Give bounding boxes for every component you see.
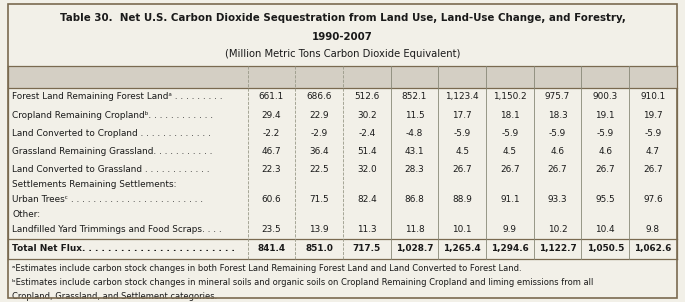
Text: 1,028.7: 1,028.7 xyxy=(396,244,433,253)
Text: 2005: 2005 xyxy=(544,72,571,82)
Text: 717.5: 717.5 xyxy=(353,244,381,253)
Text: 51.4: 51.4 xyxy=(357,147,377,156)
Text: 10.1: 10.1 xyxy=(452,225,472,234)
Text: 11.5: 11.5 xyxy=(405,111,424,120)
Text: 1,150.2: 1,150.2 xyxy=(493,92,527,101)
Text: 852.1: 852.1 xyxy=(402,92,427,101)
Text: -5.9: -5.9 xyxy=(597,129,614,138)
Text: 93.3: 93.3 xyxy=(548,195,567,204)
Text: 1,062.6: 1,062.6 xyxy=(634,244,671,253)
Text: 32.0: 32.0 xyxy=(357,165,377,174)
Text: 661.1: 661.1 xyxy=(259,92,284,101)
Text: 36.4: 36.4 xyxy=(310,147,329,156)
Text: 1990: 1990 xyxy=(258,72,285,82)
Text: 28.3: 28.3 xyxy=(405,165,424,174)
Text: 9.8: 9.8 xyxy=(646,225,660,234)
Text: Land Converted to Cropland . . . . . . . . . . . . .: Land Converted to Cropland . . . . . . .… xyxy=(12,129,211,138)
Text: 23.5: 23.5 xyxy=(262,225,282,234)
Text: 26.7: 26.7 xyxy=(452,165,472,174)
Text: 18.1: 18.1 xyxy=(500,111,520,120)
Text: 975.7: 975.7 xyxy=(545,92,570,101)
Text: 2003: 2003 xyxy=(449,72,476,82)
Text: 2004: 2004 xyxy=(496,72,524,82)
Text: 11.3: 11.3 xyxy=(357,225,377,234)
Text: 1,050.5: 1,050.5 xyxy=(586,244,624,253)
Text: 4.6: 4.6 xyxy=(598,147,612,156)
Text: 19.7: 19.7 xyxy=(643,111,663,120)
Text: 19.1: 19.1 xyxy=(595,111,615,120)
Text: -5.9: -5.9 xyxy=(645,129,662,138)
Text: Other:: Other: xyxy=(12,210,40,219)
Text: -5.9: -5.9 xyxy=(453,129,471,138)
Text: 1,265.4: 1,265.4 xyxy=(443,244,481,253)
Text: 95.5: 95.5 xyxy=(595,195,615,204)
Text: 13.9: 13.9 xyxy=(310,225,329,234)
Text: 86.8: 86.8 xyxy=(405,195,425,204)
Text: -2.2: -2.2 xyxy=(263,129,280,138)
Text: 30.2: 30.2 xyxy=(357,111,377,120)
Text: 97.6: 97.6 xyxy=(643,195,663,204)
Text: 26.7: 26.7 xyxy=(643,165,663,174)
Text: ᵇEstimates include carbon stock changes in mineral soils and organic soils on Cr: ᵇEstimates include carbon stock changes … xyxy=(12,278,593,288)
Text: 1,294.6: 1,294.6 xyxy=(491,244,529,253)
Text: 26.7: 26.7 xyxy=(548,165,567,174)
Text: 4.6: 4.6 xyxy=(551,147,564,156)
Text: 10.4: 10.4 xyxy=(595,225,615,234)
Text: 910.1: 910.1 xyxy=(640,92,666,101)
Text: Cropland, Grassland, and Settlement categories.: Cropland, Grassland, and Settlement cate… xyxy=(12,292,217,301)
Text: (Million Metric Tons Carbon Dioxide Equivalent): (Million Metric Tons Carbon Dioxide Equi… xyxy=(225,49,460,59)
Text: 18.3: 18.3 xyxy=(548,111,567,120)
Text: 4.5: 4.5 xyxy=(503,147,517,156)
Text: -5.9: -5.9 xyxy=(501,129,519,138)
Text: 26.7: 26.7 xyxy=(500,165,520,174)
Text: 1995: 1995 xyxy=(305,72,333,82)
Text: 1,123.4: 1,123.4 xyxy=(445,92,479,101)
Text: Component: Component xyxy=(96,72,160,82)
Text: 1990-2007: 1990-2007 xyxy=(312,32,373,42)
Text: -5.9: -5.9 xyxy=(549,129,566,138)
Text: 10.2: 10.2 xyxy=(548,225,567,234)
Text: 22.9: 22.9 xyxy=(310,111,329,120)
Text: 686.6: 686.6 xyxy=(306,92,332,101)
Text: Urban Treesᶜ . . . . . . . . . . . . . . . . . . . . . . . .: Urban Treesᶜ . . . . . . . . . . . . . .… xyxy=(12,195,203,204)
Text: 71.5: 71.5 xyxy=(310,195,329,204)
Text: 4.5: 4.5 xyxy=(455,147,469,156)
Text: 11.8: 11.8 xyxy=(405,225,424,234)
Text: 91.1: 91.1 xyxy=(500,195,520,204)
Text: 851.0: 851.0 xyxy=(305,244,333,253)
Text: -2.9: -2.9 xyxy=(310,129,327,138)
Text: 22.3: 22.3 xyxy=(262,165,282,174)
Text: 2000: 2000 xyxy=(353,72,381,82)
Text: 26.7: 26.7 xyxy=(595,165,615,174)
Text: 2002: 2002 xyxy=(401,72,428,82)
Text: Table 30.  Net U.S. Carbon Dioxide Sequestration from Land Use, Land-Use Change,: Table 30. Net U.S. Carbon Dioxide Seques… xyxy=(60,13,625,23)
Text: Forest Land Remaining Forest Landᵃ . . . . . . . . .: Forest Land Remaining Forest Landᵃ . . .… xyxy=(12,92,223,101)
Text: 46.7: 46.7 xyxy=(262,147,282,156)
Text: -4.8: -4.8 xyxy=(406,129,423,138)
Text: 43.1: 43.1 xyxy=(405,147,424,156)
Text: Land Converted to Grassland . . . . . . . . . . . .: Land Converted to Grassland . . . . . . … xyxy=(12,165,210,174)
Text: 22.5: 22.5 xyxy=(310,165,329,174)
Text: ᵃEstimates include carbon stock changes in both Forest Land Remaining Forest Lan: ᵃEstimates include carbon stock changes … xyxy=(12,264,521,273)
Text: 2006: 2006 xyxy=(591,72,619,82)
Text: 4.7: 4.7 xyxy=(646,147,660,156)
Text: 88.9: 88.9 xyxy=(452,195,472,204)
Text: 29.4: 29.4 xyxy=(262,111,282,120)
Text: 841.4: 841.4 xyxy=(258,244,286,253)
Text: 1,122.7: 1,122.7 xyxy=(538,244,577,253)
Text: 512.6: 512.6 xyxy=(354,92,379,101)
Text: 9.9: 9.9 xyxy=(503,225,517,234)
Text: 82.4: 82.4 xyxy=(357,195,377,204)
Text: Grassland Remaining Grassland. . . . . . . . . . .: Grassland Remaining Grassland. . . . . .… xyxy=(12,147,213,156)
Text: 60.6: 60.6 xyxy=(262,195,282,204)
Text: Cropland Remaining Croplandᵇ. . . . . . . . . . . .: Cropland Remaining Croplandᵇ. . . . . . … xyxy=(12,111,213,120)
Text: 17.7: 17.7 xyxy=(452,111,472,120)
Text: Settlements Remaining Settlements:: Settlements Remaining Settlements: xyxy=(12,180,177,189)
Text: 900.3: 900.3 xyxy=(593,92,618,101)
Text: -2.4: -2.4 xyxy=(358,129,375,138)
Text: 2007: 2007 xyxy=(639,72,667,82)
Text: Total Net Flux. . . . . . . . . . . . . . . . . . . . . . . .: Total Net Flux. . . . . . . . . . . . . … xyxy=(12,244,235,253)
Text: Landfilled Yard Trimmings and Food Scraps. . . .: Landfilled Yard Trimmings and Food Scrap… xyxy=(12,225,222,234)
